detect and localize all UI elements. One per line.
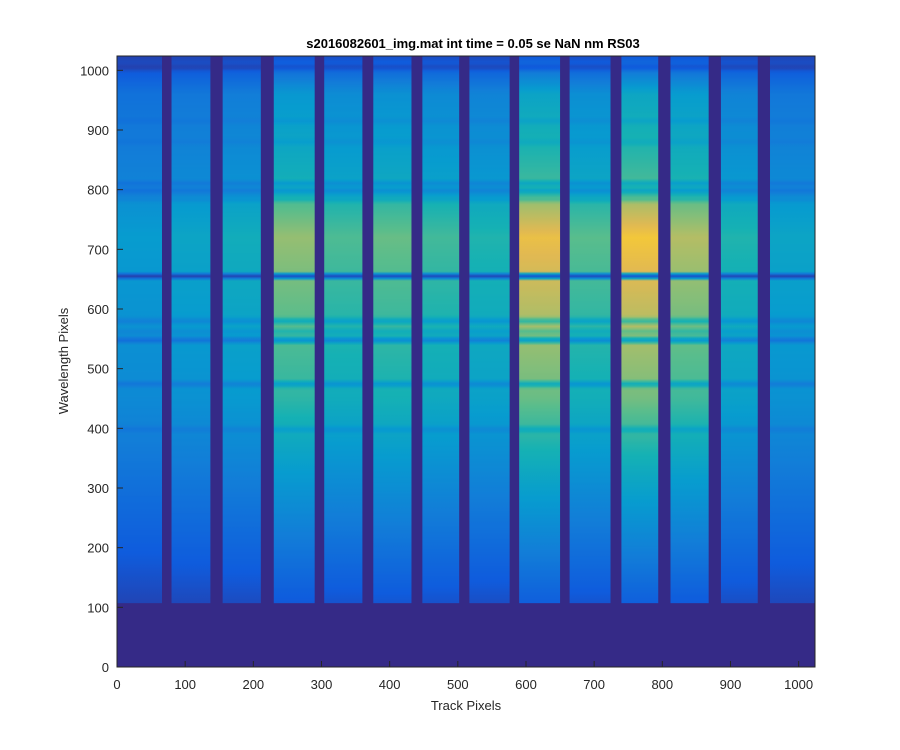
track-band-7: [422, 56, 460, 604]
track-band-9: [519, 56, 561, 604]
x-axis-label: Track Pixels: [431, 698, 502, 713]
track-band-11: [621, 56, 659, 604]
x-tick-label: 600: [515, 677, 537, 692]
x-tick-label: 1000: [784, 677, 813, 692]
x-tick-label: 300: [311, 677, 333, 692]
x-tick-label: 900: [720, 677, 742, 692]
x-tick-label: 700: [583, 677, 605, 692]
y-tick-label: 400: [87, 421, 109, 436]
x-tick-label: 500: [447, 677, 469, 692]
track-band-8: [469, 56, 510, 604]
x-tick-label: 800: [651, 677, 673, 692]
y-tick-label: 600: [87, 302, 109, 317]
x-tick-label: 400: [379, 677, 401, 692]
x-tick-label: 0: [113, 677, 120, 692]
chart-title: s2016082601_img.mat int time = 0.05 se N…: [306, 36, 640, 51]
y-tick-label: 300: [87, 481, 109, 496]
y-axis: 0 100 200 300 400 500 600 700 800 900 1000: [80, 63, 123, 675]
y-tick-label: 800: [87, 183, 109, 198]
y-axis-label: Wavelength Pixels: [56, 307, 71, 414]
y-tick-label: 200: [87, 541, 109, 556]
track-band-1: [117, 56, 162, 604]
track-band-4: [273, 56, 315, 604]
track-band-13: [720, 56, 758, 604]
track-band-6: [373, 56, 412, 604]
track-band-10: [569, 56, 611, 604]
x-axis: 0 100 200 300 400 500 600 700 800 900 1000: [113, 661, 813, 692]
y-tick-label: 700: [87, 242, 109, 257]
x-tick-label: 200: [242, 677, 264, 692]
y-tick-label: 0: [102, 660, 109, 675]
track-band-14: [770, 56, 815, 604]
track-band-5: [324, 56, 363, 604]
y-tick-label: 500: [87, 362, 109, 377]
track-band-3: [222, 56, 261, 604]
track-band-12: [670, 56, 709, 604]
track-band-2: [171, 56, 211, 604]
x-tick-label: 100: [174, 677, 196, 692]
plot-frame: [116, 55, 816, 668]
y-tick-label: 100: [87, 600, 109, 615]
y-tick-label: 1000: [80, 63, 109, 78]
heatmap-plot-area: [116, 55, 816, 668]
y-tick-label: 900: [87, 123, 109, 138]
heatmap-background: [117, 56, 815, 667]
